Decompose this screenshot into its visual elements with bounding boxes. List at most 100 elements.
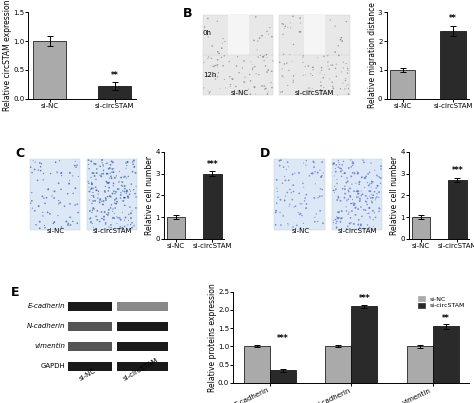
Point xyxy=(50,219,58,225)
Point xyxy=(357,222,365,229)
Point xyxy=(361,175,369,181)
Point xyxy=(347,164,355,170)
Point xyxy=(39,213,47,219)
Point xyxy=(329,62,337,69)
Point xyxy=(91,160,98,167)
Point xyxy=(250,37,258,44)
Point xyxy=(279,180,286,187)
Point xyxy=(109,206,117,212)
Point xyxy=(358,174,365,181)
Point xyxy=(85,180,92,187)
Point xyxy=(284,24,292,31)
Point xyxy=(116,168,123,175)
Text: si-circSTAM: si-circSTAM xyxy=(295,90,335,96)
Point xyxy=(120,174,128,181)
Point xyxy=(264,91,271,97)
Text: C: C xyxy=(15,147,24,160)
Point xyxy=(54,212,62,219)
Point xyxy=(216,85,224,91)
Point xyxy=(43,195,50,201)
Point xyxy=(295,190,303,197)
Point xyxy=(333,216,341,222)
Point xyxy=(364,195,371,202)
Point xyxy=(365,182,373,189)
Point xyxy=(351,200,358,207)
Point xyxy=(129,159,137,165)
Point xyxy=(107,224,115,231)
Point xyxy=(341,86,349,92)
Point xyxy=(358,213,366,220)
Point xyxy=(345,196,352,202)
Point xyxy=(260,58,268,64)
Bar xyxy=(244,347,270,383)
Point xyxy=(125,217,132,224)
Point xyxy=(109,166,116,172)
Point xyxy=(55,197,63,204)
Point xyxy=(297,224,304,231)
Point xyxy=(58,224,65,230)
Point xyxy=(310,195,318,201)
Point xyxy=(278,21,286,27)
Text: N-cadherin: N-cadherin xyxy=(27,323,65,329)
Point xyxy=(374,183,381,189)
Point xyxy=(227,83,234,89)
Point xyxy=(105,188,112,194)
Point xyxy=(125,173,132,180)
Point xyxy=(285,177,292,183)
Point xyxy=(290,77,297,83)
Point xyxy=(338,38,346,44)
Point xyxy=(92,161,100,167)
Point xyxy=(69,172,76,179)
Point xyxy=(296,29,303,35)
Point xyxy=(293,222,301,229)
Point xyxy=(208,55,215,62)
Point xyxy=(252,14,260,20)
Bar xyxy=(117,342,168,351)
Point xyxy=(118,224,126,231)
Point xyxy=(102,197,109,203)
Point xyxy=(337,215,345,222)
Point xyxy=(96,199,103,206)
Y-axis label: Relative cell number: Relative cell number xyxy=(145,156,154,235)
Point xyxy=(345,209,353,216)
Point xyxy=(283,189,291,196)
Point xyxy=(310,64,317,71)
Text: vimentin: vimentin xyxy=(34,343,65,349)
Point xyxy=(278,66,286,72)
Point xyxy=(27,164,35,170)
Text: B: B xyxy=(183,7,193,20)
Point xyxy=(334,197,341,203)
Point xyxy=(98,157,106,163)
Point xyxy=(279,89,286,95)
Point xyxy=(71,202,79,208)
Point xyxy=(109,169,117,175)
Point xyxy=(329,161,337,167)
Point xyxy=(110,188,118,194)
Point xyxy=(346,185,354,192)
Point xyxy=(324,62,332,69)
Point xyxy=(264,69,271,75)
Y-axis label: Relative proteins expression: Relative proteins expression xyxy=(208,283,217,392)
Point xyxy=(126,186,133,193)
Point xyxy=(284,222,292,228)
Point xyxy=(289,224,297,230)
Point xyxy=(289,13,297,19)
Point xyxy=(301,71,309,78)
Point xyxy=(332,162,340,168)
Point xyxy=(103,170,111,177)
Point xyxy=(248,61,256,68)
Point xyxy=(105,185,113,191)
Point xyxy=(305,88,313,94)
Point xyxy=(354,188,361,194)
Point xyxy=(309,85,316,92)
Point xyxy=(98,160,106,166)
Point xyxy=(317,186,324,192)
Point xyxy=(347,157,355,163)
Point xyxy=(67,222,74,228)
Point xyxy=(333,218,341,225)
Point xyxy=(357,192,365,199)
Point xyxy=(318,172,326,179)
Point xyxy=(335,52,343,59)
Point xyxy=(355,191,363,197)
Point xyxy=(343,225,350,232)
